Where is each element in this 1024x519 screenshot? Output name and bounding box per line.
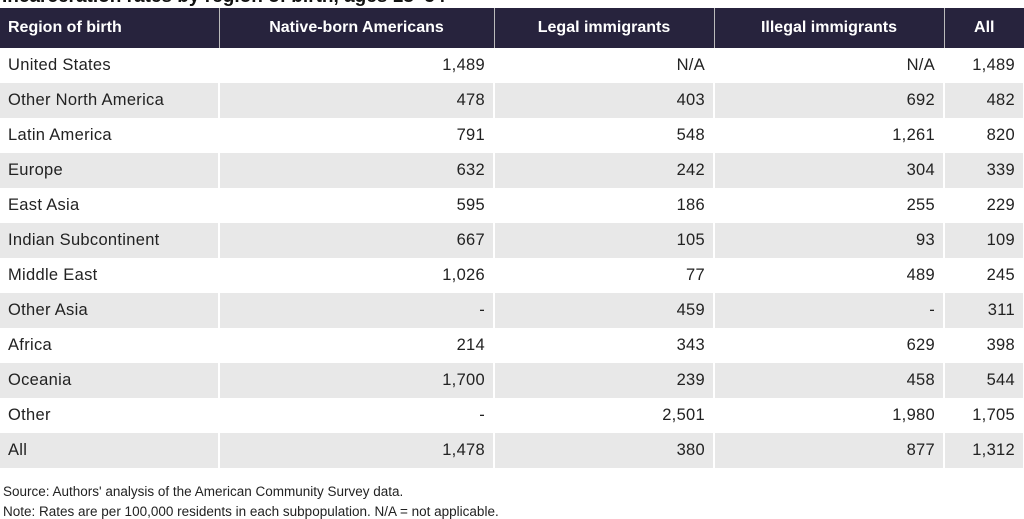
- rate-cell: 93: [714, 223, 945, 258]
- rate-cell: 692: [714, 83, 945, 118]
- rate-cell: 482: [944, 83, 1024, 118]
- region-cell: Europe: [0, 153, 220, 188]
- rate-cell: N/A: [714, 48, 945, 83]
- rate-cell: 245: [944, 258, 1024, 293]
- table-row: East Asia 595 186 255 229: [0, 188, 1024, 223]
- rate-cell: 1,705: [944, 398, 1024, 433]
- rate-cell: 632: [219, 153, 495, 188]
- rate-cell: 1,478: [219, 433, 495, 468]
- region-cell: Other: [0, 398, 220, 433]
- rate-cell: 77: [494, 258, 715, 293]
- region-cell: Indian Subcontinent: [0, 223, 220, 258]
- rate-cell: 595: [219, 188, 495, 223]
- region-cell: Other Asia: [0, 293, 220, 328]
- rate-cell: 1,489: [219, 48, 495, 83]
- header-row: Region of birth Native-born Americans Lega…: [0, 8, 1024, 48]
- rate-cell: 1,700: [219, 363, 495, 398]
- rate-cell: 1,261: [714, 118, 945, 153]
- rate-cell: 229: [944, 188, 1024, 223]
- rate-cell: 403: [494, 83, 715, 118]
- rate-cell: 214: [219, 328, 495, 363]
- rate-cell: 1,980: [714, 398, 945, 433]
- rate-cell: 339: [944, 153, 1024, 188]
- table-row: Africa 214 343 629 398: [0, 328, 1024, 363]
- column-header: All: [944, 8, 1024, 48]
- rate-cell: 311: [944, 293, 1024, 328]
- incarceration-table: Region of birth Native-born Americans Lega…: [0, 8, 1024, 468]
- table-row: Other North America 478 403 692 482: [0, 83, 1024, 118]
- column-header: Illegal immigrants: [714, 8, 945, 48]
- region-cell: East Asia: [0, 188, 220, 223]
- source-note: Source: Authors' analysis of the America…: [3, 484, 404, 499]
- table-title: Incarceration rates by region of birth, …: [2, 0, 446, 8]
- rate-cell: 380: [494, 433, 715, 468]
- region-cell: Other North America: [0, 83, 220, 118]
- rate-cell: 791: [219, 118, 495, 153]
- table-row: Other Asia -459-311: [0, 293, 1024, 328]
- table-row: United States 1,489 N/A N/A 1,489: [0, 48, 1024, 83]
- column-header: Legal immigrants: [494, 8, 715, 48]
- region-cell: Oceania: [0, 363, 220, 398]
- column-header: Region of birth: [0, 8, 220, 48]
- rate-cell: 255: [714, 188, 945, 223]
- rate-cell: 242: [494, 153, 715, 188]
- region-cell: All: [0, 433, 220, 468]
- rate-cell: 459: [494, 293, 715, 328]
- rate-cell: 343: [494, 328, 715, 363]
- rate-cell: 105: [494, 223, 715, 258]
- rate-cell: 1,312: [944, 433, 1024, 468]
- table-row: Oceania 1,700 239 458 544: [0, 363, 1024, 398]
- rate-cell: 877: [714, 433, 945, 468]
- rate-cell: 304: [714, 153, 945, 188]
- region-cell: United States: [0, 48, 220, 83]
- rate-cell: 548: [494, 118, 715, 153]
- region-cell: Africa: [0, 328, 220, 363]
- table-row: Latin America 791 548 1,261 820: [0, 118, 1024, 153]
- table-row: Other -2,501 1,980 1,705: [0, 398, 1024, 433]
- rate-cell: 458: [714, 363, 945, 398]
- rate-cell: 478: [219, 83, 495, 118]
- rate-cell: 186: [494, 188, 715, 223]
- rate-cell: 820: [944, 118, 1024, 153]
- rate-cell: 239: [494, 363, 715, 398]
- region-cell: Middle East: [0, 258, 220, 293]
- rate-cell: 667: [219, 223, 495, 258]
- rate-cell: 629: [714, 328, 945, 363]
- rate-cell: -: [219, 398, 495, 433]
- rate-cell: 1,026: [219, 258, 495, 293]
- rate-cell: 544: [944, 363, 1024, 398]
- rate-cell: -: [714, 293, 945, 328]
- rate-cell: 1,489: [944, 48, 1024, 83]
- rate-cell: 2,501: [494, 398, 715, 433]
- table-row: Middle East 1,026 77 489 245: [0, 258, 1024, 293]
- table-row: Indian Subcontinent 667 105 93 109: [0, 223, 1024, 258]
- table-row: Europe 632 242 304 339: [0, 153, 1024, 188]
- region-cell: Latin America: [0, 118, 220, 153]
- rate-cell: 489: [714, 258, 945, 293]
- rate-cell: N/A: [494, 48, 715, 83]
- rate-cell: 109: [944, 223, 1024, 258]
- table-row: All 1,478 380 877 1,312: [0, 433, 1024, 468]
- column-header: Native-born Americans: [219, 8, 495, 48]
- rate-cell: 398: [944, 328, 1024, 363]
- rate-cell: -: [219, 293, 495, 328]
